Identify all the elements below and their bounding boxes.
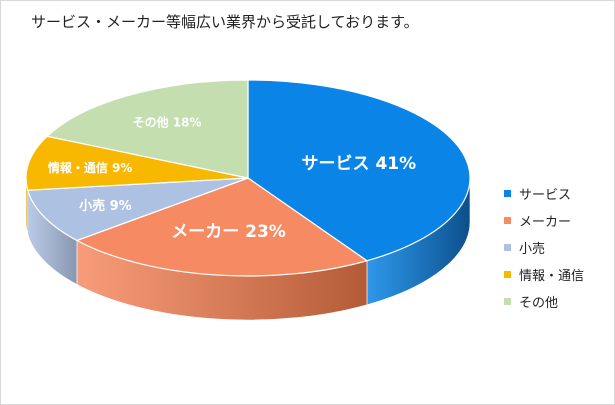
legend-swatch-0 [504,190,511,197]
data-label-0: サービス 41% [302,154,417,174]
legend-swatch-4 [504,298,511,305]
legend-swatch-1 [504,217,511,224]
pie-slice-2 [26,177,249,242]
legend-label-1: メーカー [519,215,572,230]
pie-labels: サービス 41% メーカー 23% 小売 9% 情報・通信 9% その他 18% [48,115,416,242]
legend-item-0: サービス [504,184,584,203]
pie-slice-1 [75,177,369,277]
data-label-3: 情報・通信 9% [48,160,133,175]
chart-title: サービス・メーカー等幅広い業界から受託しております。 [31,13,419,31]
legend-item-3: 情報・通信 [504,265,584,284]
legend-item-2: 小売 [504,238,584,257]
legend-swatch-2 [504,244,511,251]
pie-slices [25,79,471,277]
data-label-4: その他 18% [133,115,202,130]
legend-label-3: 情報・通信 [519,269,585,284]
pie-slice-3 [25,135,249,191]
legend-item-4: その他 [504,292,584,311]
legend-label-4: その他 [519,296,559,311]
chart-legend: サービスメーカー小売情報・通信その他 [504,184,584,319]
legend-item-1: メーカー [504,211,584,230]
pie-slice-4 [45,79,249,179]
legend-label-0: サービス [519,188,572,203]
pie-slice-0 [247,79,471,262]
legend-label-2: 小売 [519,242,546,257]
data-label-1: メーカー 23% [171,222,286,242]
data-label-2: 小売 9% [79,198,132,214]
legend-swatch-3 [504,271,511,278]
